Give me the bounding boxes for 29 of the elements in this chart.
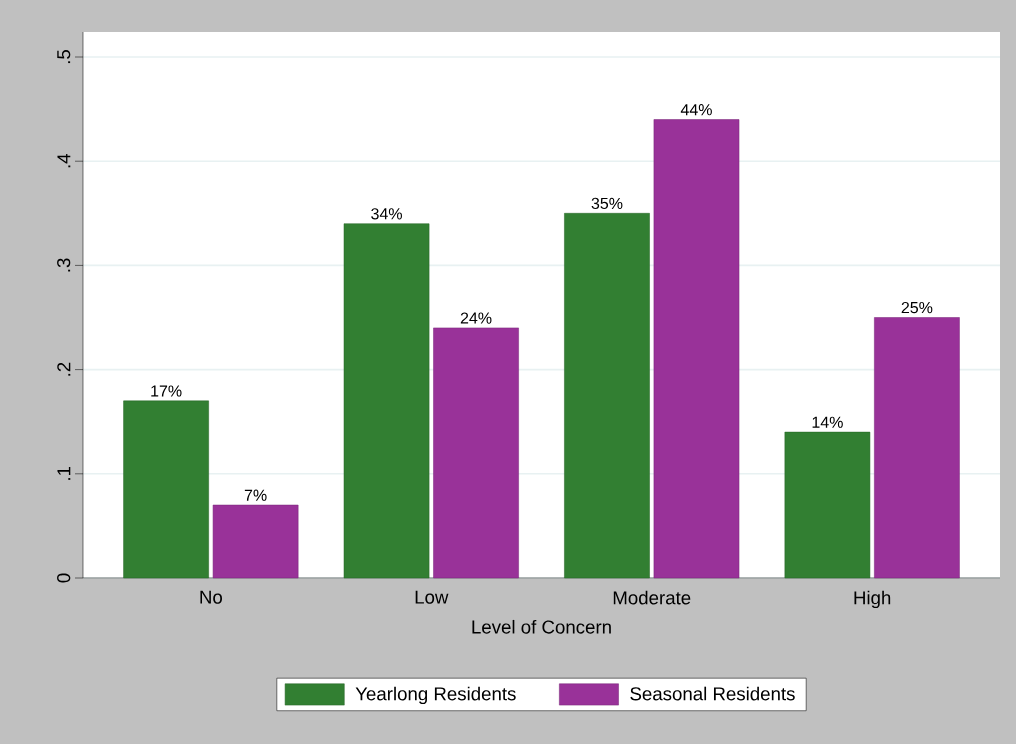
data-label: 7%	[244, 489, 267, 501]
bar	[784, 431, 871, 579]
bar	[123, 400, 209, 579]
y-tick-label: .2	[57, 362, 71, 376]
bar	[564, 213, 650, 579]
legend-label: Seasonal Residents	[630, 686, 795, 701]
x-tick-label: No	[200, 590, 222, 604]
bar	[212, 504, 299, 579]
data-label: 34%	[371, 208, 402, 220]
bar	[343, 223, 430, 579]
y-tick-label: .1	[57, 466, 71, 480]
bar	[653, 119, 740, 579]
x-axis-title: Level of Concern	[472, 619, 611, 634]
x-tick-label: Moderate	[613, 590, 691, 605]
data-label: 17%	[151, 385, 182, 397]
bar	[433, 327, 519, 579]
data-label: 24%	[460, 312, 492, 324]
data-label: 35%	[591, 197, 623, 210]
x-tick-label: High	[854, 590, 891, 609]
data-label: 44%	[680, 104, 712, 116]
y-tick-label: .3	[57, 258, 71, 272]
y-tick-label: .5	[57, 50, 71, 64]
x-tick-label: Low	[415, 590, 449, 604]
y-tick-label: 0	[57, 573, 71, 583]
legend-label: Yearlong Residents	[355, 686, 516, 705]
data-label: 25%	[901, 301, 933, 314]
bar	[874, 317, 960, 579]
y-tick-label: .4	[57, 153, 71, 168]
data-label: 14%	[812, 416, 843, 428]
